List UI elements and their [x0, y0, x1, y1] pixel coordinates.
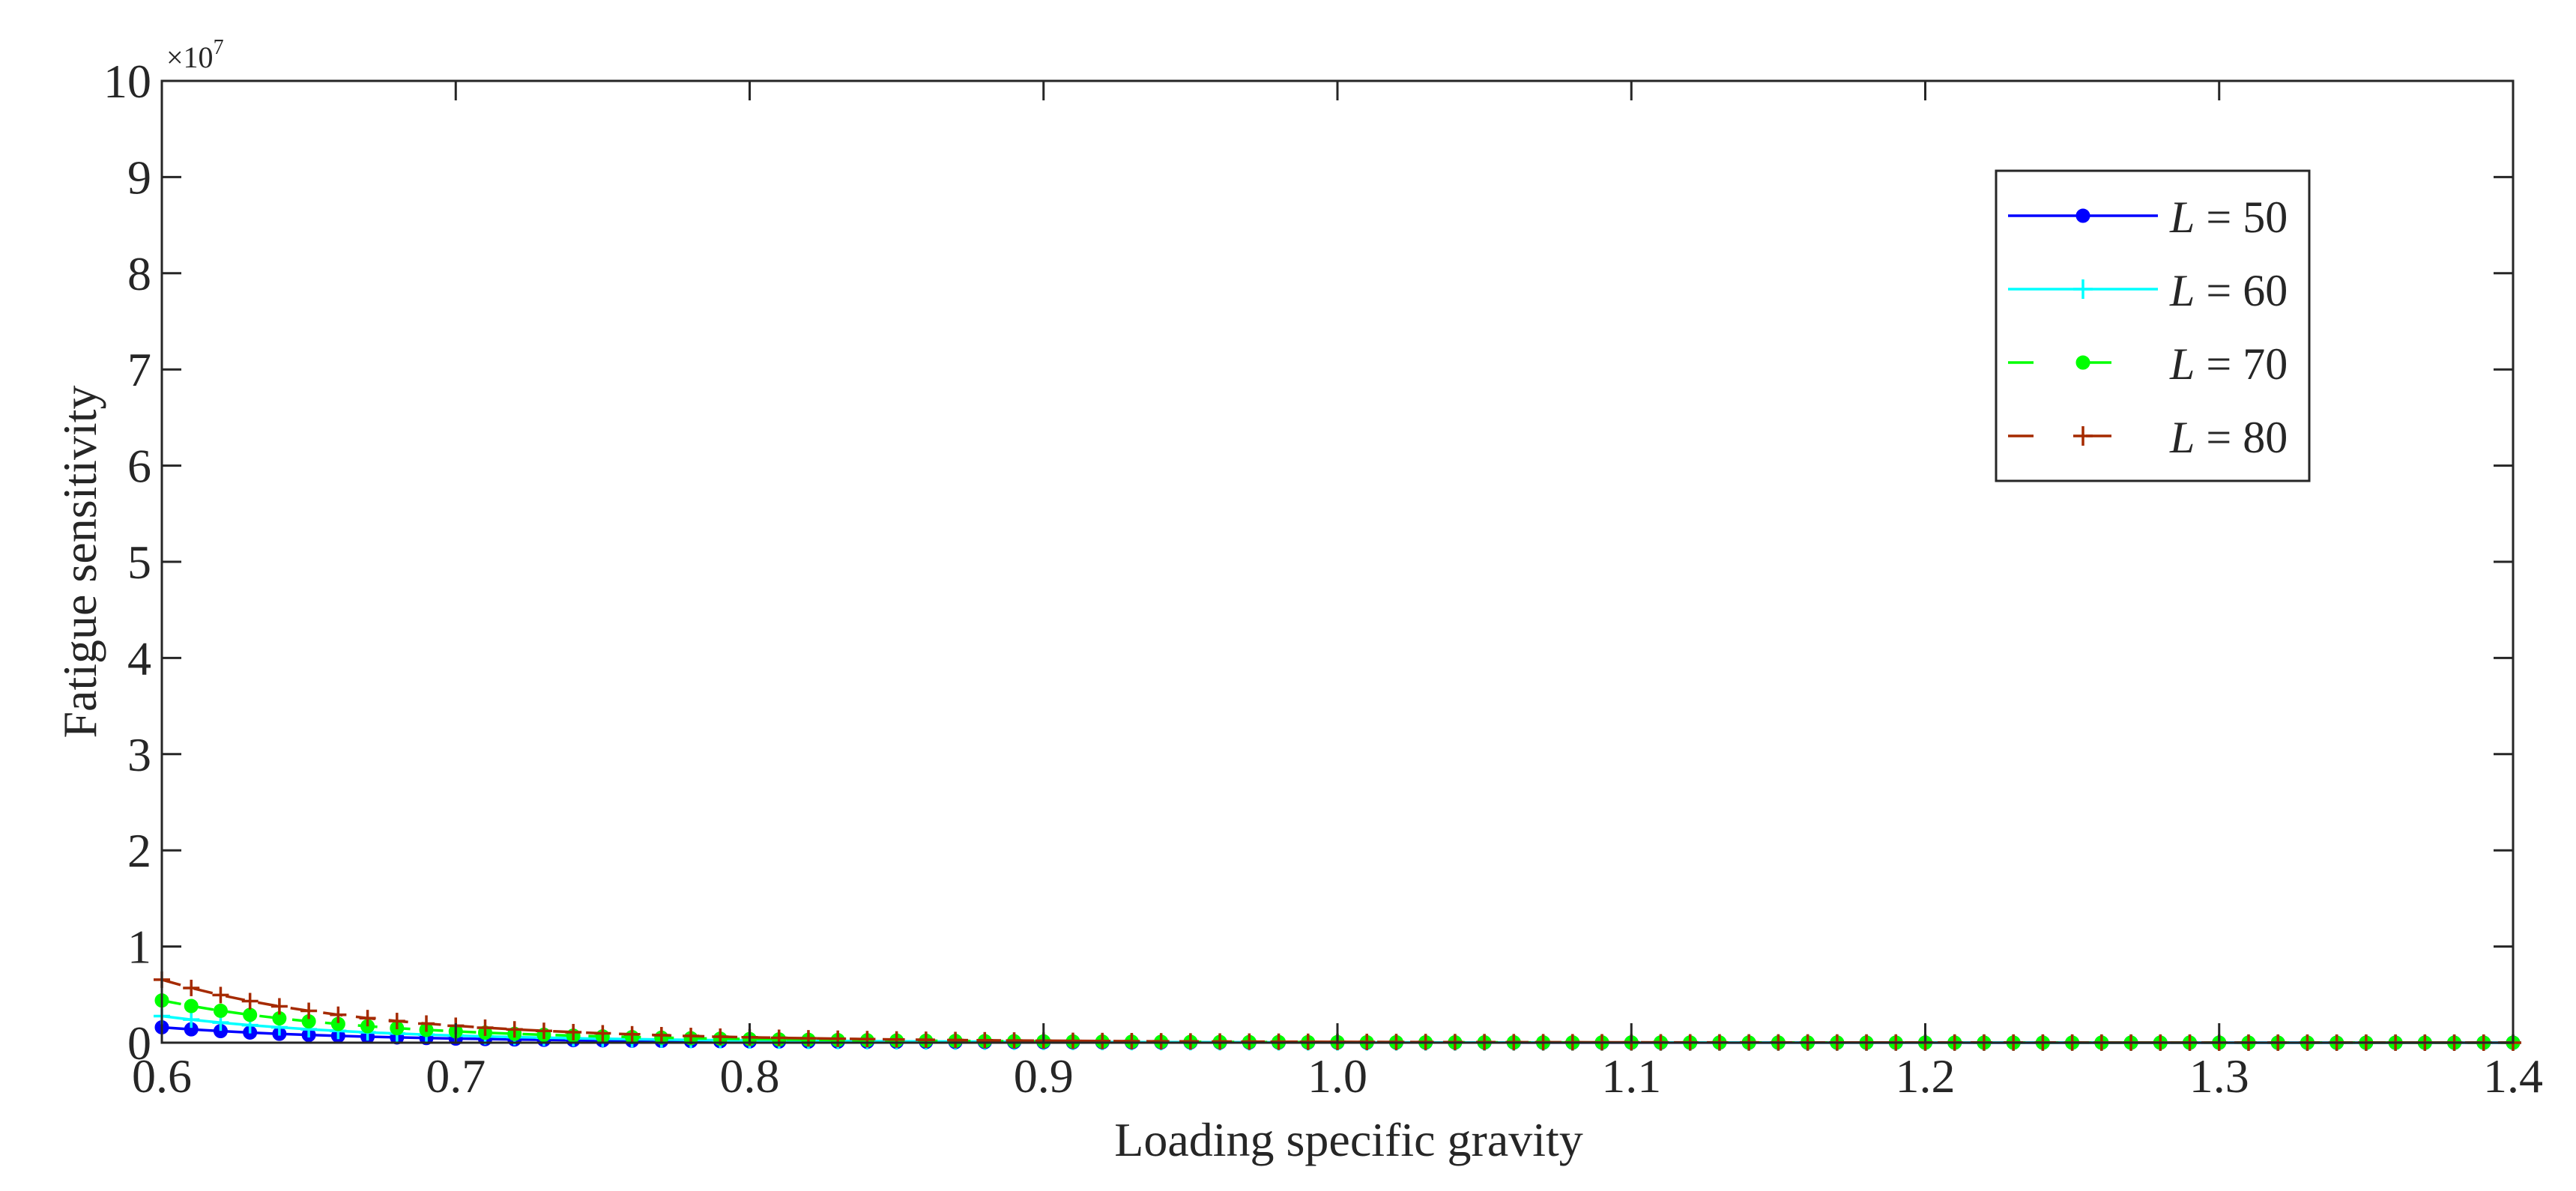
legend-label: L = 80	[2169, 413, 2288, 462]
y-tick-label: 9	[127, 151, 151, 204]
x-tick-label: 1.3	[2189, 1049, 2249, 1103]
data-point	[1182, 1033, 1199, 1050]
x-tick-label: 1.4	[2483, 1049, 2543, 1103]
y-axis-label: Fatigue sensitivity	[53, 385, 106, 738]
data-point	[917, 1031, 934, 1049]
data-point	[623, 1025, 641, 1043]
legend-entry: L = 80	[2008, 413, 2288, 462]
y-tick-label: 10	[103, 55, 151, 108]
legend-entry: L = 50	[2008, 193, 2288, 242]
legend-entry: L = 70	[2008, 339, 2288, 389]
legend-label: L = 60	[2169, 266, 2288, 315]
data-point	[829, 1030, 847, 1047]
data-point	[565, 1023, 582, 1040]
data-point	[888, 1031, 905, 1048]
data-point	[243, 1007, 258, 1022]
x-tick-label: 1.0	[1307, 1049, 1367, 1103]
y-tick-label: 2	[127, 824, 151, 877]
y-tick-label: 0	[127, 1016, 151, 1070]
x-tick-label: 1.2	[1896, 1049, 1956, 1103]
data-point	[1064, 1032, 1081, 1049]
data-point	[976, 1031, 994, 1049]
data-point	[535, 1022, 552, 1040]
legend-box	[1995, 169, 2311, 482]
y-tick-label: 8	[127, 247, 151, 300]
data-point	[2075, 355, 2090, 370]
data-point	[947, 1031, 964, 1049]
x-tick-label: 0.9	[1014, 1049, 1074, 1103]
data-point	[653, 1026, 670, 1043]
data-point	[2073, 279, 2093, 299]
y-exponent-label: ×107	[166, 36, 224, 74]
data-point	[183, 979, 200, 996]
data-point	[184, 998, 199, 1013]
y-tick-label: 5	[127, 536, 151, 589]
data-point	[506, 1021, 523, 1038]
data-point	[183, 1011, 200, 1028]
data-point	[388, 1013, 405, 1030]
data-point	[1006, 1032, 1023, 1049]
data-point	[241, 992, 258, 1010]
x-axis-label: Loading specific gravity	[1114, 1113, 1583, 1166]
data-point	[418, 1015, 435, 1032]
data-point	[330, 1006, 347, 1023]
tick-layer: 0.6 0.7 0.8 0.9 1.0 1.1 1.2 1.3 1.4 0 1 2 3 4 5 6 7 8 9 10	[103, 55, 2543, 1103]
data-point	[683, 1028, 700, 1045]
data-point	[300, 1002, 318, 1019]
data-point	[477, 1019, 494, 1036]
data-point	[2073, 426, 2093, 446]
x-tick-label: 1.1	[1601, 1049, 1661, 1103]
data-point	[859, 1031, 876, 1048]
x-tick-label: 0.6	[132, 1049, 192, 1103]
data-point	[1152, 1033, 1170, 1050]
data-point	[212, 987, 229, 1004]
data-point	[1094, 1032, 1111, 1049]
data-point	[1212, 1033, 1229, 1050]
y-tick-label: 6	[127, 440, 151, 493]
data-point	[270, 998, 288, 1015]
legend-label: L = 50	[2169, 193, 2288, 242]
data-point	[213, 1003, 228, 1018]
x-tick-label: 0.7	[426, 1049, 486, 1103]
data-point	[1123, 1033, 1140, 1050]
legend-entry: L = 60	[2008, 266, 2288, 315]
y-tick-label: 1	[127, 921, 151, 974]
legend-label: L = 70	[2169, 339, 2288, 389]
data-point	[2075, 208, 2090, 223]
y-tick-label: 7	[127, 343, 151, 396]
legend: L = 50 L = 60 L = 70 L = 80	[1995, 169, 2311, 482]
data-point	[359, 1010, 376, 1027]
data-point	[594, 1025, 611, 1042]
y-tick-label: 3	[127, 728, 151, 781]
y-tick-label: 4	[127, 631, 151, 685]
x-tick-label: 0.8	[720, 1049, 780, 1103]
